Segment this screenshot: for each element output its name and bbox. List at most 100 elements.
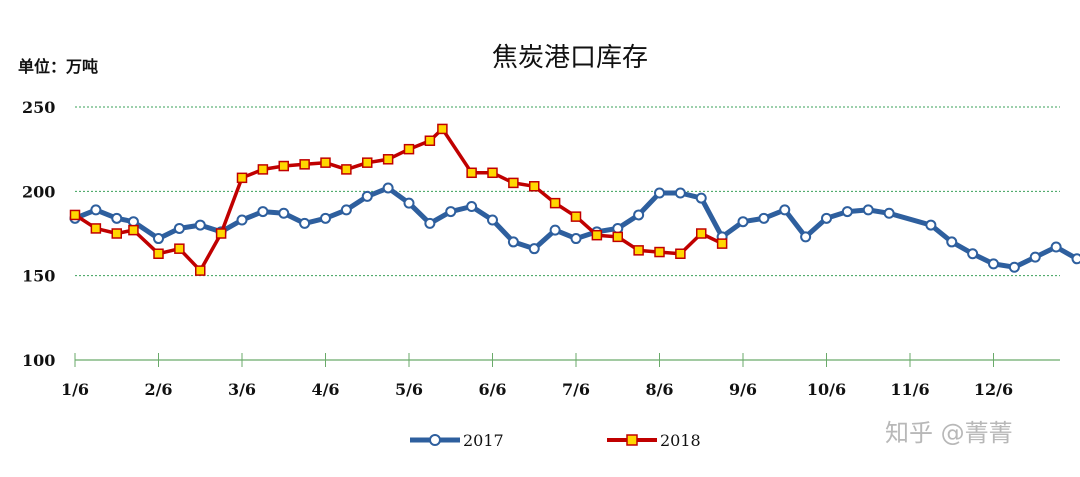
point-2017-15 — [382, 182, 394, 194]
point-2018-15 — [382, 154, 394, 165]
point-2017-8 — [236, 214, 248, 226]
x-tick-label-1/6: 1/6 — [61, 380, 89, 399]
point-2017-33 — [758, 212, 770, 224]
x-tick-label-2/6: 2/6 — [144, 380, 172, 399]
point-2018-9 — [257, 164, 269, 175]
y-tick-label-150: 150 — [22, 267, 55, 286]
y-tick-label-250: 250 — [22, 98, 55, 117]
point-2018-7 — [215, 228, 227, 239]
point-2017-20 — [487, 214, 498, 226]
point-2018-3 — [128, 224, 139, 236]
point-2017-36 — [821, 212, 832, 224]
point-2018-0 — [69, 209, 81, 221]
point-2017-40 — [925, 219, 937, 231]
point-2017-12 — [320, 212, 331, 224]
point-2017-28 — [654, 187, 665, 199]
point-2017-23 — [549, 224, 561, 236]
point-2017-46 — [1050, 241, 1062, 253]
point-2018-31 — [716, 238, 728, 249]
point-2018-14 — [362, 157, 373, 168]
point-2017-44 — [1008, 261, 1020, 273]
point-2017-14 — [361, 190, 373, 202]
legend-marker-2017 — [429, 434, 441, 446]
point-2018-27 — [633, 245, 644, 256]
grid-layer — [75, 106, 1060, 361]
x-tick-label-12/6: 12/6 — [974, 380, 1013, 399]
point-2017-22 — [528, 243, 540, 255]
point-2017-42 — [967, 248, 979, 260]
point-2017-34 — [779, 204, 791, 216]
point-2017-18 — [445, 206, 457, 218]
point-2017-17 — [424, 217, 436, 229]
point-2017-37 — [841, 206, 853, 218]
point-2018-19 — [466, 167, 477, 179]
point-2017-3 — [127, 216, 139, 228]
point-2017-47 — [1071, 253, 1080, 265]
series-2017 — [69, 182, 1080, 273]
point-2017-6 — [194, 219, 206, 231]
legend-label-2017: 2017 — [463, 431, 504, 450]
point-2018-24 — [570, 211, 582, 222]
point-2017-21 — [507, 236, 519, 248]
x-tick-label-8/6: 8/6 — [645, 380, 673, 399]
legend-marker-2018 — [626, 434, 638, 446]
legend-item-2017: 2017 — [410, 431, 504, 450]
unit-label: 单位：万吨 — [18, 57, 98, 76]
point-2018-6 — [195, 265, 206, 276]
point-2017-16 — [403, 197, 415, 209]
x-tick-label-4/6: 4/6 — [311, 380, 339, 399]
point-2017-32 — [737, 216, 749, 228]
point-2018-16 — [403, 143, 415, 155]
point-2017-26 — [612, 222, 624, 234]
point-2017-38 — [862, 204, 874, 216]
watermark: 知乎 @菁菁 — [885, 419, 1013, 447]
legend: 2017 2018 — [410, 431, 701, 450]
point-2018-13 — [341, 164, 352, 175]
legend-item-2018: 2018 — [607, 431, 701, 450]
point-2018-26 — [612, 231, 623, 243]
point-2017-10 — [278, 207, 290, 219]
point-2017-9 — [257, 206, 269, 218]
x-tick-label-7/6: 7/6 — [562, 380, 590, 399]
series-layer — [69, 123, 1080, 276]
x-axis: 1/6 2/6 3/6 4/6 5/6 6/6 7/6 8/6 9/6 10/6 11/6 12/6 — [61, 353, 1013, 399]
point-2018-20 — [487, 167, 498, 179]
legend-label-2018: 2018 — [660, 431, 701, 450]
point-2017-43 — [988, 258, 999, 270]
x-tick-label-10/6: 10/6 — [807, 380, 846, 399]
point-2017-29 — [674, 187, 686, 199]
chart-title: 焦炭港口库存 — [492, 43, 648, 73]
point-2018-23 — [549, 197, 561, 209]
point-2017-30 — [695, 192, 707, 204]
point-2017-13 — [340, 204, 352, 216]
point-2018-4 — [153, 248, 164, 259]
point-2017-1 — [90, 204, 102, 216]
point-2017-2 — [111, 212, 123, 224]
x-tick-label-11/6: 11/6 — [890, 380, 929, 399]
point-2017-45 — [1029, 251, 1041, 263]
point-2018-30 — [696, 228, 707, 239]
point-2017-5 — [173, 222, 185, 234]
series-line-2018 — [74, 127, 723, 273]
point-2017-4 — [153, 233, 164, 245]
point-2018-28 — [654, 246, 665, 258]
point-2017-27 — [633, 209, 645, 221]
point-2018-22 — [529, 181, 540, 192]
point-2017-39 — [883, 207, 895, 219]
x-tick-label-9/6: 9/6 — [729, 380, 757, 399]
series-line-2017 — [74, 185, 1080, 270]
point-2018-10 — [278, 160, 289, 172]
point-2017-11 — [299, 217, 311, 229]
point-2018-5 — [174, 243, 185, 254]
point-2018-12 — [320, 157, 331, 168]
x-tick-label-5/6: 5/6 — [395, 380, 423, 399]
y-tick-label-200: 200 — [22, 182, 55, 201]
point-2017-35 — [800, 231, 812, 243]
point-2017-19 — [466, 201, 478, 213]
point-2018-29 — [675, 248, 686, 259]
point-2018-1 — [90, 223, 102, 234]
y-tick-label-100: 100 — [22, 351, 55, 370]
point-2017-41 — [946, 236, 958, 248]
point-2018-8 — [236, 172, 248, 184]
